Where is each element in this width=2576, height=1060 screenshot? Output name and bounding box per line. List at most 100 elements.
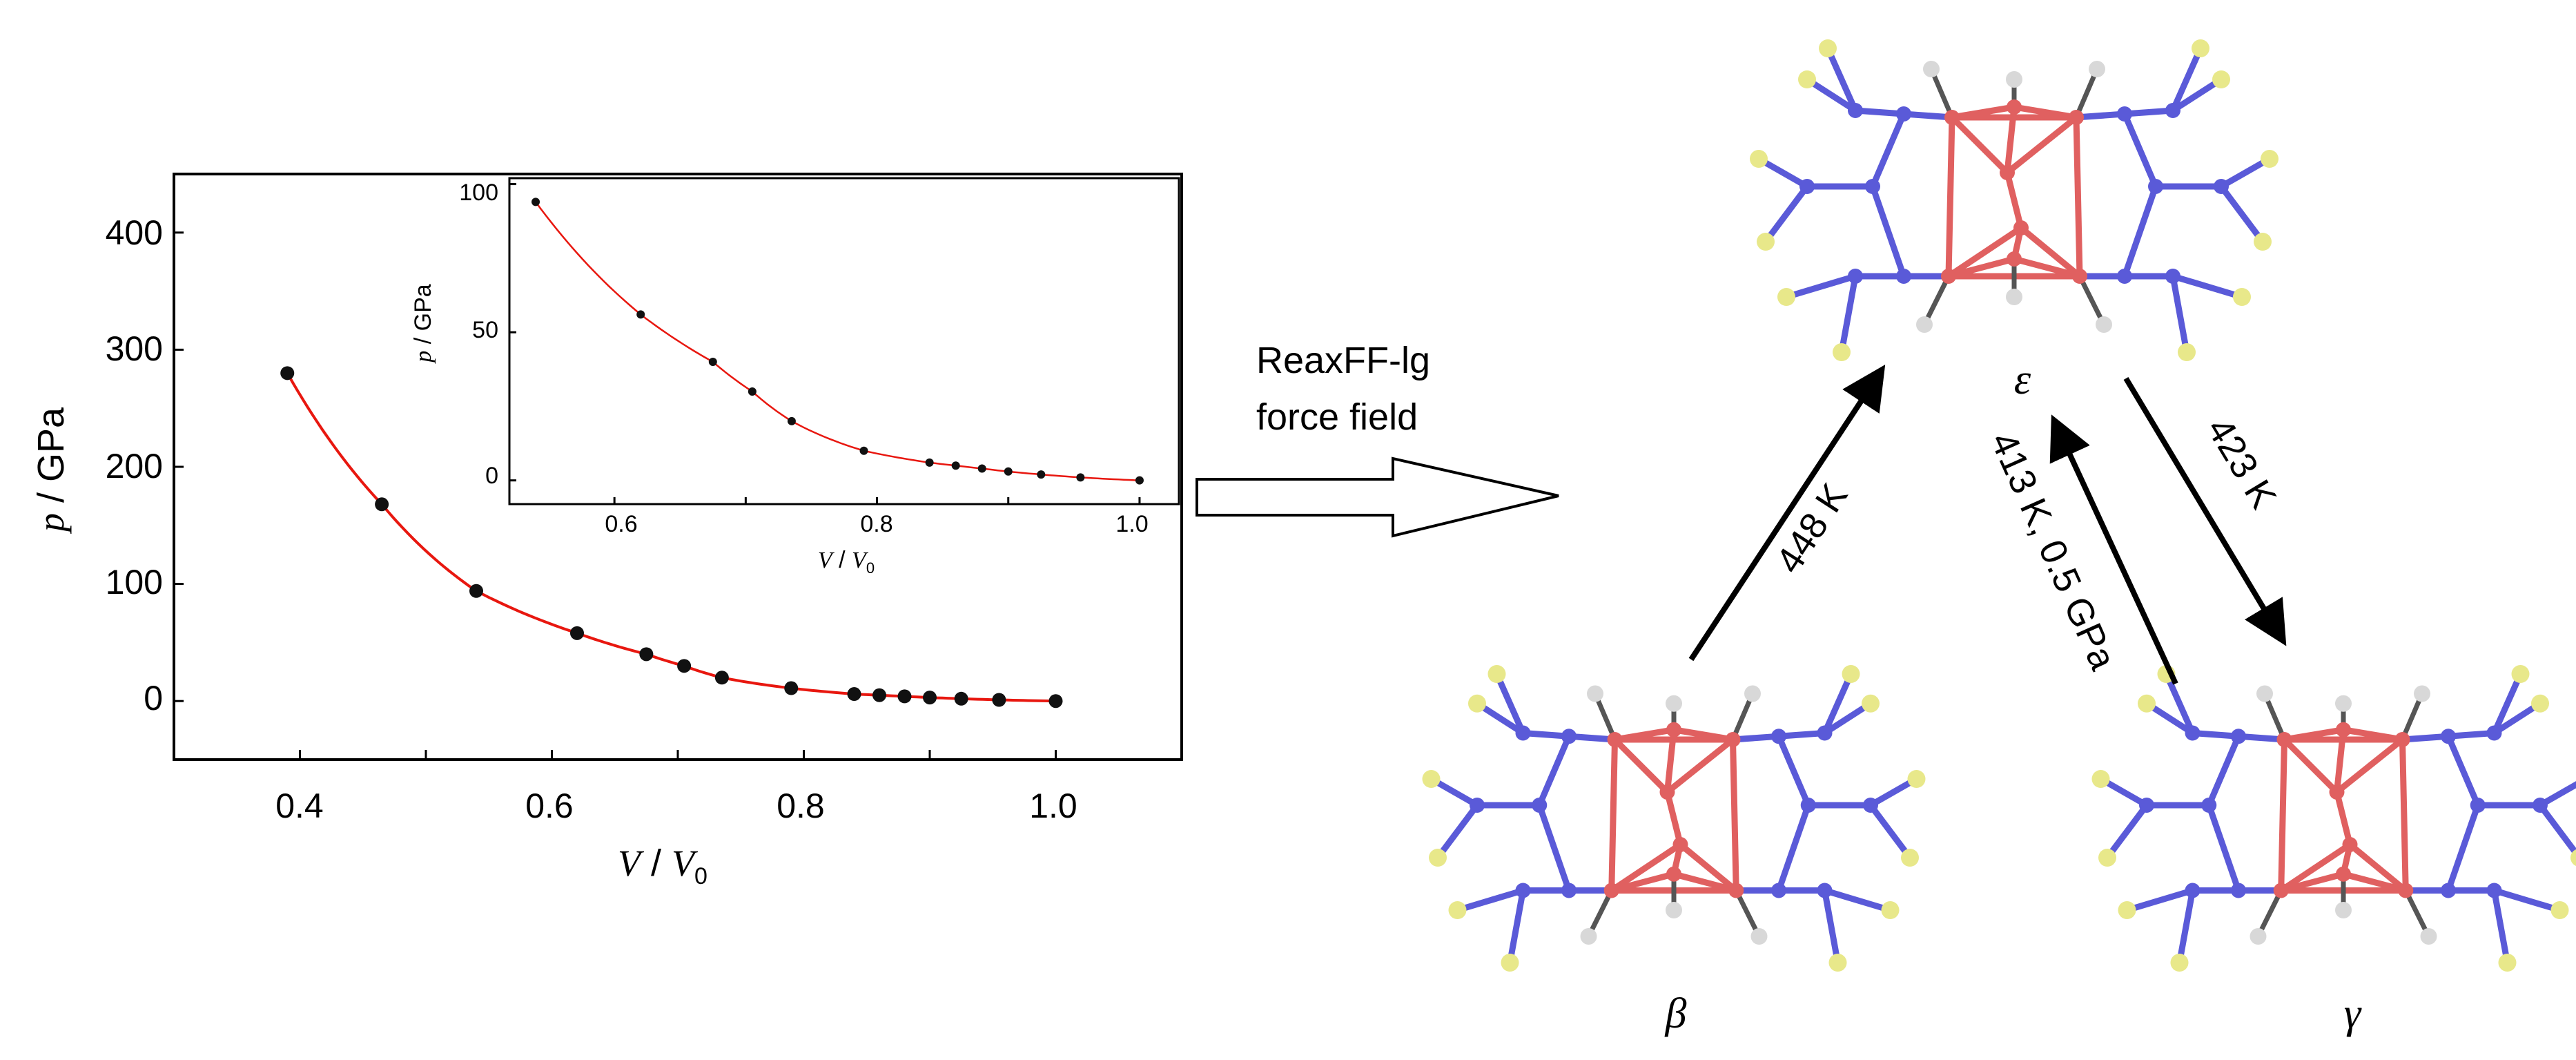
cage-bond	[1664, 789, 1684, 848]
inset-x-tick-0.6: 0.6	[605, 511, 637, 537]
cage-bond	[2334, 789, 2353, 848]
ch-bond	[1586, 888, 1614, 939]
nitro-bond	[1822, 700, 1874, 736]
cage-bond	[1949, 114, 2011, 176]
data-point	[708, 358, 717, 367]
nitro-bond	[1474, 700, 1526, 736]
nitro-bond	[1434, 802, 1481, 861]
nitrogen-atom	[1561, 729, 1577, 744]
nitrogen-atom	[2441, 883, 2456, 898]
nitro-bond	[1536, 802, 1572, 894]
oxygen-atom	[1819, 39, 1837, 57]
hydrogen-atom	[2420, 928, 2437, 945]
carbon-atom	[1725, 732, 1741, 747]
cage-bond	[1730, 736, 1739, 894]
carbon-atom	[2336, 866, 2351, 882]
hydrogen-atom	[1923, 61, 1940, 77]
inset-data-points	[531, 197, 1144, 485]
oxygen-atom	[1468, 694, 1486, 713]
oxygen-atom	[1833, 343, 1851, 361]
hydrogen-atom	[2335, 902, 2352, 918]
molecule-epsilon	[1750, 39, 2279, 361]
hydrogen-atom	[1916, 316, 1933, 333]
cage-bond	[2004, 114, 2080, 176]
inset-x-tick-0.8: 0.8	[860, 511, 892, 537]
hydrogen-atom	[2335, 695, 2352, 712]
arrow-beta-to-epsilon	[1688, 364, 1886, 662]
nitrogen-atom	[1771, 729, 1786, 744]
ch-bond	[2074, 66, 2100, 120]
carbon-atom	[2336, 722, 2351, 738]
nitro-bond	[2121, 107, 2176, 117]
cage-bond	[1612, 736, 1670, 796]
data-point	[977, 464, 986, 473]
ch-bond	[2262, 691, 2287, 742]
transition-label-423k: 423 K	[2198, 411, 2284, 516]
carbon-atom	[2329, 784, 2345, 800]
data-point	[847, 687, 861, 702]
data-point	[748, 387, 757, 396]
oxygen-atom	[2098, 849, 2116, 867]
nitro-bond	[1852, 107, 1907, 117]
cage-bond	[1608, 841, 1684, 894]
nitro-bond	[1775, 802, 1812, 894]
data-point	[872, 688, 886, 702]
nitro-bond	[2121, 183, 2159, 280]
nitrogen-atom	[1865, 179, 1880, 194]
nitrogen-atom	[1896, 106, 1911, 122]
oxygen-atom	[2570, 849, 2576, 866]
main-x-tick-0.8: 0.8	[777, 787, 825, 825]
transition-arrows: 448 K 413 K, 0.5 GPa 423 K	[1688, 364, 2287, 685]
oxygen-atom	[2511, 665, 2530, 683]
main-y-axis-label: p / GPa	[30, 407, 72, 534]
nitro-bond	[1824, 45, 1859, 114]
molecule-gamma	[2091, 665, 2576, 972]
nitro-bond	[1783, 273, 1859, 300]
nitrogen-atom	[2139, 798, 2154, 813]
ch-bond	[1922, 273, 1951, 327]
nitro-bond	[2189, 730, 2242, 740]
nitrogen-atom	[2486, 883, 2502, 898]
hollow-right-arrow	[1196, 456, 1559, 538]
carbon-atom	[2000, 165, 2015, 180]
nitro-bond	[2163, 671, 2196, 736]
nitrogen-atom	[2165, 269, 2180, 284]
hydrogen-atom	[2256, 685, 2273, 702]
nitro-bond	[2537, 802, 2576, 858]
ch-bond	[2400, 691, 2425, 742]
oxygen-atom	[1750, 150, 1768, 168]
molecule-beta	[1422, 665, 1926, 972]
hydrogen-atom	[2089, 61, 2105, 77]
main-x-tick-0.6: 0.6	[525, 787, 574, 825]
nitrogen-atom	[1817, 883, 1833, 898]
hydrogen-atom	[1750, 928, 1768, 945]
nitro-bond	[2205, 802, 2242, 894]
nitrogen-atom	[1800, 798, 1816, 813]
nitro-bond	[2169, 273, 2245, 300]
oxygen-atom	[1828, 954, 1847, 972]
data-point	[677, 659, 692, 673]
nitrogen-atom	[2117, 269, 2132, 284]
nitrogen-atom	[2486, 725, 2502, 741]
nitrogen-atom	[2201, 798, 2217, 813]
oxygen-atom	[2192, 39, 2209, 57]
nitrogen-atom	[2231, 729, 2246, 744]
data-point	[992, 693, 1006, 707]
data-point	[1135, 476, 1144, 485]
cage-bond	[2281, 736, 2340, 796]
carbon-atom	[2342, 837, 2358, 852]
arrow-gamma-to-epsilon	[2049, 414, 2178, 685]
nitro-bond	[2176, 887, 2196, 966]
oxygen-atom	[1777, 288, 1795, 306]
cage-bond	[1945, 114, 1955, 280]
oxygen-atom	[2254, 233, 2272, 251]
carbon-atom	[1728, 883, 1744, 898]
nitro-bond	[1838, 273, 1859, 356]
oxygen-atom	[1501, 954, 1519, 972]
cage-bond	[2334, 736, 2406, 796]
main-x-axis-label: V / V0	[618, 842, 708, 889]
data-point	[859, 446, 868, 455]
phase-label-beta: β	[1665, 990, 1687, 1037]
carbon-atom	[2276, 732, 2292, 747]
